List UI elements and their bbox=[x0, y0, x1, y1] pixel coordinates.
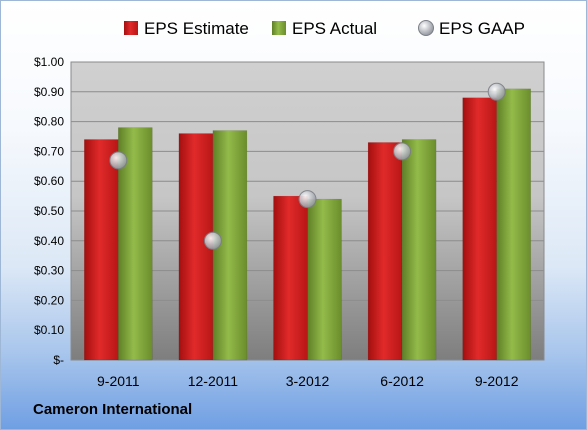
legend-label: EPS GAAP bbox=[439, 19, 525, 38]
gaap-markers bbox=[109, 82, 506, 250]
y-tick-label: $0.10 bbox=[34, 323, 64, 337]
x-tick-label: 3-2012 bbox=[286, 373, 330, 389]
x-axis: 9-2011 12-2011 3-2012 6-2012 9-2012 bbox=[97, 373, 519, 389]
bar-eps-estimate bbox=[273, 195, 308, 361]
x-tick-label: 12-2011 bbox=[188, 373, 239, 389]
gaap-point bbox=[393, 142, 412, 161]
bar-eps-estimate bbox=[84, 139, 119, 361]
y-tick-label: $0.30 bbox=[34, 264, 64, 278]
y-tick-label: $0.40 bbox=[34, 234, 64, 248]
company-name: Cameron International bbox=[33, 401, 193, 418]
x-tick-label: 9-2012 bbox=[475, 373, 519, 389]
legend-label: EPS Actual bbox=[292, 19, 377, 38]
y-axis: $- $0.10 $0.20 $0.30 $0.40 $0.50 $0.60 $0.70 $0.… bbox=[34, 55, 64, 367]
bar-eps-estimate bbox=[462, 97, 497, 361]
legend-swatch bbox=[272, 21, 286, 35]
y-tick-label: $- bbox=[53, 353, 64, 367]
legend-label: EPS Estimate bbox=[144, 19, 249, 38]
y-tick-label: $0.70 bbox=[34, 144, 64, 158]
x-tick-label: 9-2011 bbox=[97, 373, 140, 389]
gaap-point bbox=[298, 190, 317, 209]
y-tick-label: $0.90 bbox=[34, 85, 64, 99]
gaap-point bbox=[109, 151, 128, 170]
y-tick-label: $1.00 bbox=[34, 55, 64, 69]
y-tick-label: $0.20 bbox=[34, 293, 64, 307]
y-tick-label: $0.60 bbox=[34, 174, 64, 188]
bar-eps-actual bbox=[401, 139, 437, 361]
gaap-point bbox=[487, 82, 506, 101]
legend-swatch bbox=[124, 21, 138, 35]
y-tick-label: $0.80 bbox=[34, 115, 64, 129]
legend: EPS Estimate EPS Actual EPS GAAP bbox=[124, 19, 525, 38]
x-tick-label: 6-2012 bbox=[380, 373, 424, 389]
bar-eps-estimate bbox=[367, 142, 403, 361]
bar-eps-actual bbox=[118, 127, 153, 361]
bar-eps-actual bbox=[496, 88, 531, 361]
y-tick-label: $0.50 bbox=[34, 204, 64, 218]
gaap-point bbox=[203, 231, 222, 250]
bar-eps-actual bbox=[307, 198, 342, 361]
legend-swatch bbox=[418, 20, 434, 36]
